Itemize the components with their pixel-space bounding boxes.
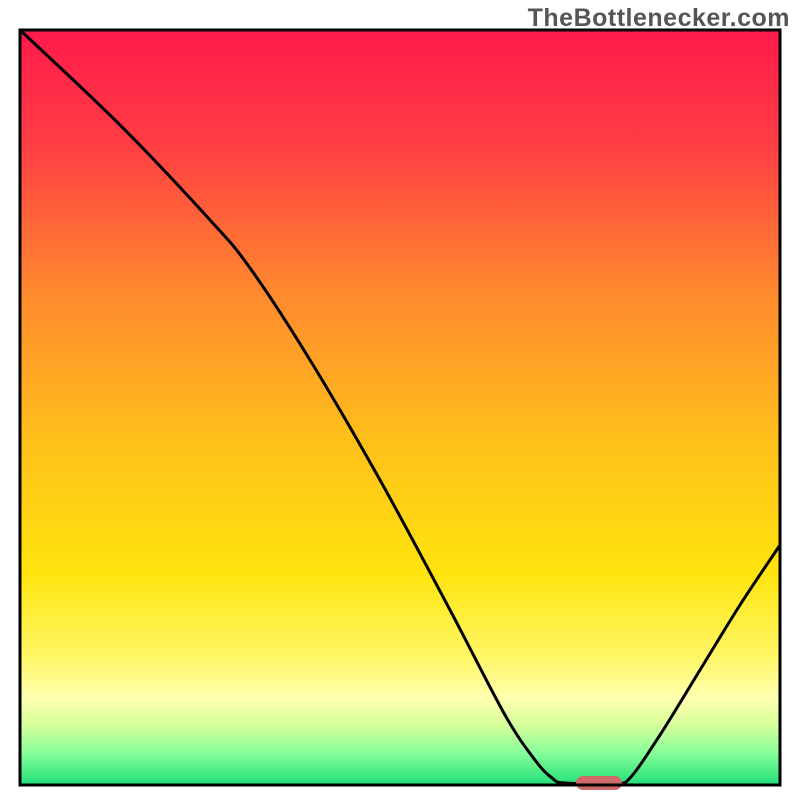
optimal-marker <box>576 776 622 790</box>
watermark-text: TheBottlenecker.com <box>528 4 790 33</box>
plot-area <box>20 30 780 785</box>
chart-svg <box>0 0 800 800</box>
chart-canvas: { "watermark": { "text": "TheBottlenecke… <box>0 0 800 800</box>
